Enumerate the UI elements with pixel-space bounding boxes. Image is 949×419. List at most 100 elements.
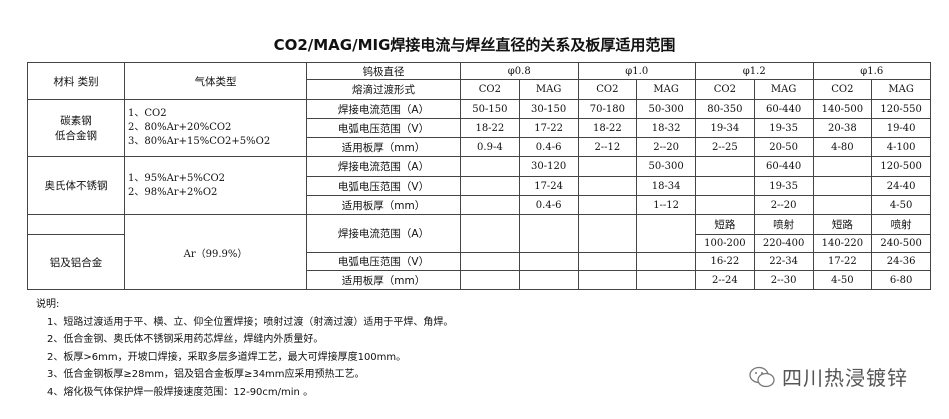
cell: 30-150 bbox=[518, 99, 579, 119]
cell: 适用板厚（mm） bbox=[306, 270, 461, 290]
cell: 19-35 bbox=[753, 176, 814, 196]
cell: 铝及铝合金 bbox=[27, 234, 125, 290]
cell: 60-440 bbox=[753, 99, 814, 119]
cell: 20-38 bbox=[812, 118, 873, 138]
cell: 240-500 bbox=[871, 234, 931, 253]
header-diameter: φ0.8 bbox=[460, 62, 579, 80]
cell bbox=[577, 176, 638, 196]
material-cell: 碳素钢 低合金钢 bbox=[27, 99, 125, 157]
cell: 2--30 bbox=[753, 270, 814, 290]
gas-item: 1、95%Ar+5%CO2 bbox=[128, 172, 226, 184]
material-cell: 奥氏体不锈钢 bbox=[27, 156, 125, 215]
cell bbox=[460, 214, 520, 253]
cell bbox=[577, 270, 638, 290]
gas-cell: 1、95%Ar+5%CO2 2、98%Ar+2%O2 bbox=[124, 156, 307, 215]
cell bbox=[636, 252, 696, 271]
header-diameter: φ1.2 bbox=[695, 62, 814, 80]
cell: 18-22 bbox=[577, 118, 638, 138]
cell: 2--20 bbox=[753, 195, 814, 215]
watermark: 四川热浸镀锌 bbox=[748, 362, 908, 391]
cell: 0.4-6 bbox=[518, 137, 579, 157]
cell: 电弧电压范围（V） bbox=[306, 176, 461, 196]
cell: 短路 bbox=[695, 214, 755, 235]
cell: 喷射 bbox=[753, 214, 814, 235]
cell: 0.9-4 bbox=[460, 137, 520, 157]
cell: 2--25 bbox=[695, 137, 755, 157]
cell: 2--20 bbox=[636, 137, 696, 157]
cell bbox=[460, 176, 520, 196]
cell bbox=[636, 214, 696, 253]
cell bbox=[812, 176, 873, 196]
cell: 适用板厚（mm） bbox=[306, 195, 461, 215]
cell: 适用板厚（mm） bbox=[306, 137, 461, 157]
cell: CO2 bbox=[695, 79, 755, 100]
cell bbox=[518, 270, 579, 290]
cell bbox=[695, 156, 755, 177]
cell: 60-440 bbox=[753, 156, 814, 177]
gas-cell: 1、CO2 2、80%Ar+20%CO2 3、80%Ar+15%CO2+5%O2 bbox=[124, 99, 307, 157]
cell: 50-300 bbox=[636, 156, 696, 177]
cell: CO2 bbox=[460, 79, 520, 100]
header-electrode: 钨极直径 bbox=[306, 62, 461, 80]
cell: CO2 bbox=[577, 79, 638, 100]
header-material: 材料 类别 bbox=[27, 62, 125, 100]
note-item: 1、短路过渡适用于平、横、立、仰全位置焊接；喷射过渡（射滴过渡）适用于平焊、角焊… bbox=[47, 316, 454, 328]
cell: 18-22 bbox=[460, 118, 520, 138]
cell bbox=[812, 195, 873, 215]
cell bbox=[460, 195, 520, 215]
cell: 电弧电压范围（V） bbox=[306, 252, 461, 271]
cell bbox=[577, 195, 638, 215]
cell bbox=[460, 270, 520, 290]
notes-heading: 说明: bbox=[36, 299, 60, 310]
cell: 18-34 bbox=[636, 176, 696, 196]
note-item: 4、熔化极气体保护焊一般焊接速度范围：12-90cm/min 。 bbox=[47, 386, 314, 398]
cell: 22-34 bbox=[753, 252, 814, 271]
cell: 120-550 bbox=[871, 99, 931, 119]
cell: MAG bbox=[636, 79, 696, 100]
cell bbox=[636, 270, 696, 290]
cell: 80-350 bbox=[695, 99, 755, 119]
wechat-icon bbox=[749, 366, 775, 387]
cell bbox=[577, 214, 638, 253]
cell: 焊接电流范围（A） bbox=[306, 156, 461, 177]
cell: 20-50 bbox=[753, 137, 814, 157]
cell: 140-220 bbox=[812, 234, 873, 253]
cell: 2--12 bbox=[577, 137, 638, 157]
cell: 120-500 bbox=[871, 156, 931, 177]
note-item: 2、低合金钢、奥氏体不锈钢采用药芯焊丝，焊缝内外质量好。 bbox=[47, 334, 324, 345]
cell bbox=[577, 252, 638, 271]
cell bbox=[695, 176, 755, 196]
cell: 220-400 bbox=[753, 234, 814, 253]
cell: 24-36 bbox=[871, 252, 931, 271]
cell bbox=[695, 195, 755, 215]
cell: 电弧电压范围（V） bbox=[306, 118, 461, 138]
cell: 焊接电流范围（A） bbox=[306, 214, 461, 253]
cell: 140-500 bbox=[812, 99, 873, 119]
cell: 短路 bbox=[812, 214, 873, 235]
cell: 50-300 bbox=[636, 99, 696, 119]
cell: 50-150 bbox=[460, 99, 520, 119]
gas-item: 2、80%Ar+20%CO2 bbox=[128, 122, 232, 133]
cell: 4-100 bbox=[871, 137, 931, 157]
material-name: 低合金钢 bbox=[55, 130, 97, 142]
material-name: 碳素钢 bbox=[60, 115, 92, 127]
cell: CO2 bbox=[812, 79, 873, 100]
cell bbox=[577, 156, 638, 177]
cell: 1--12 bbox=[636, 195, 696, 215]
cell: 19-40 bbox=[871, 118, 931, 138]
note-item: 3、低合金钢板厚≥28mm，铝及铝合金板厚≥34mm应采用预热工艺。 bbox=[47, 369, 365, 380]
watermark-text: 四川热浸镀锌 bbox=[782, 366, 908, 390]
header-diameter: φ1.0 bbox=[577, 62, 696, 80]
cell: 喷射 bbox=[871, 214, 931, 235]
cell: 24-40 bbox=[871, 176, 931, 196]
gas-item: 1、CO2 bbox=[128, 108, 167, 119]
cell: 19-35 bbox=[753, 118, 814, 138]
cell bbox=[812, 156, 873, 177]
cell: 17-22 bbox=[518, 118, 579, 138]
cell: 17-22 bbox=[812, 252, 873, 271]
header-diameter: φ1.6 bbox=[812, 62, 931, 80]
header-transfer: 熔滴过渡形式 bbox=[306, 79, 461, 100]
cell: 19-34 bbox=[695, 118, 755, 138]
cell: 4-50 bbox=[812, 270, 873, 290]
cell: 6-80 bbox=[871, 270, 931, 290]
